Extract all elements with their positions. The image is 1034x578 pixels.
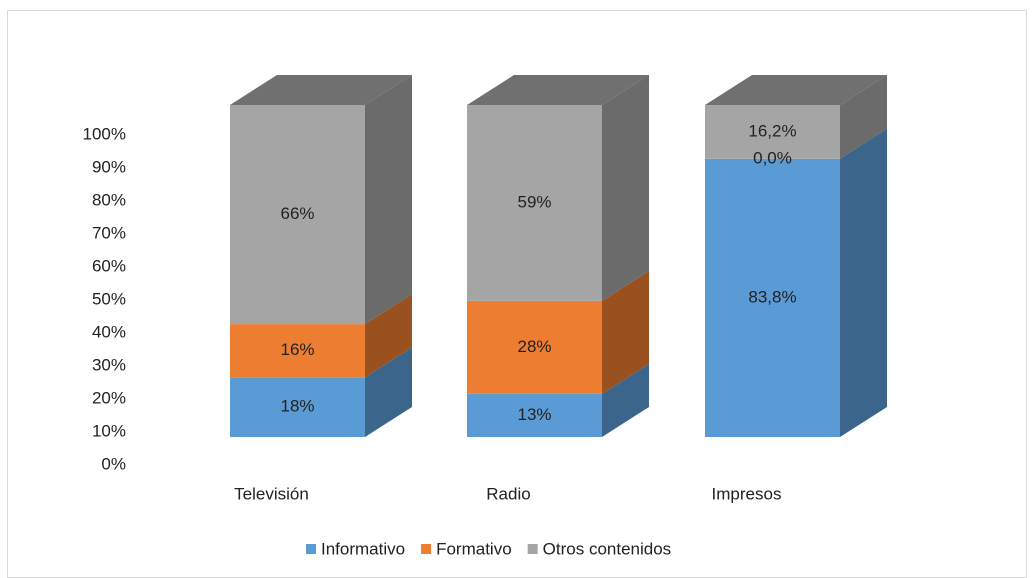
bar [705, 158, 840, 437]
bar [467, 393, 602, 437]
legend-label: Otros contenidos [543, 539, 672, 558]
bar [467, 105, 602, 301]
legend-label: Informativo [321, 539, 405, 558]
bar-side [840, 75, 887, 159]
y-tick-label: 50% [92, 289, 126, 308]
legend-swatch [527, 544, 538, 554]
legend-label: Formativo [436, 539, 512, 558]
y-tick-label: 100% [83, 124, 126, 143]
x-tick-label: Radio [486, 484, 530, 503]
data-label: 0,0% [753, 148, 792, 167]
x-tick-label: Televisión [234, 484, 309, 503]
y-tick-label: 60% [92, 256, 126, 275]
y-tick-label: 40% [92, 322, 126, 341]
bar-top [467, 75, 649, 105]
data-label: 59% [517, 192, 551, 211]
bar-top [230, 75, 412, 105]
legend-swatch [421, 544, 432, 554]
bar [230, 105, 365, 325]
y-tick-label: 10% [92, 421, 126, 440]
bar-side [365, 294, 412, 378]
y-tick-label: 90% [92, 157, 126, 176]
bar-side [365, 347, 412, 437]
y-tick-label: 0% [101, 454, 126, 473]
bar [230, 324, 365, 378]
data-label: 18% [280, 397, 314, 416]
bar-side [365, 75, 412, 325]
data-label: 16% [280, 340, 314, 359]
y-tick-label: 30% [92, 355, 126, 374]
x-tick-label: Impresos [712, 484, 782, 503]
bar-side [602, 75, 649, 301]
y-tick-label: 20% [92, 388, 126, 407]
data-label: 28% [517, 337, 551, 356]
bar-side [840, 128, 887, 437]
bar [467, 300, 602, 394]
data-label: 13% [517, 405, 551, 424]
bar-top [705, 75, 887, 105]
data-label: 66% [280, 204, 314, 223]
bar-side [602, 363, 649, 437]
bar-side [602, 270, 649, 394]
y-tick-label: 70% [92, 223, 126, 242]
y-tick-label: 80% [92, 190, 126, 209]
data-label: 16,2% [748, 121, 796, 140]
bar [230, 377, 365, 437]
data-label: 83,8% [748, 287, 796, 306]
legend-swatch [306, 544, 316, 554]
bar [705, 105, 840, 159]
